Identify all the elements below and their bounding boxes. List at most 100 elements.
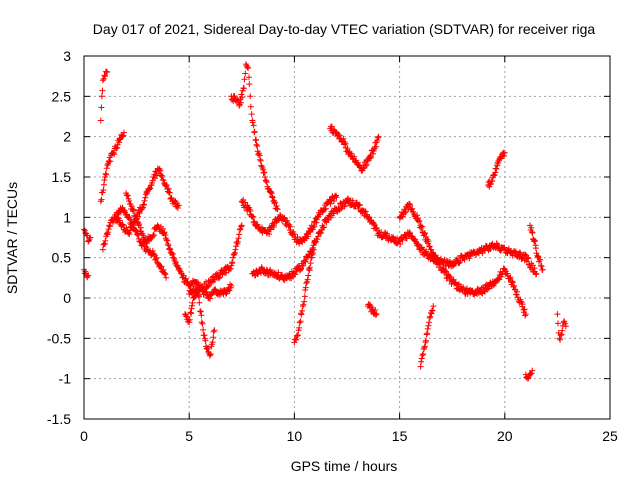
chart-title: Day 017 of 2021, Sidereal Day-to-day VTE… [93, 21, 596, 37]
data-point [229, 259, 236, 266]
data-point [495, 242, 502, 249]
series-arc-13 [291, 237, 319, 346]
y-axis-ticks: -1.5 -1 -0.5 0 0.5 1 1.5 2 2.5 3 [47, 48, 610, 427]
data-point [104, 229, 111, 236]
data-point [306, 264, 313, 271]
data-point [175, 202, 182, 209]
data-point [246, 81, 253, 88]
data-point [202, 337, 209, 344]
data-point [298, 311, 305, 318]
data-point [244, 64, 251, 71]
series-arc-09 [186, 222, 245, 298]
data-point [242, 70, 249, 77]
data-point [169, 250, 176, 257]
data-point [197, 308, 204, 315]
data-point [422, 230, 428, 236]
data-point [529, 229, 536, 236]
data-point [204, 283, 211, 290]
series-arc-22 [554, 311, 569, 343]
data-point [368, 154, 375, 161]
data-point [418, 223, 425, 230]
data-point [399, 213, 406, 220]
data-point [416, 217, 423, 224]
data-point [170, 254, 177, 261]
data-point [418, 245, 425, 252]
data-point [103, 171, 110, 178]
data-point [158, 263, 165, 270]
data-point [85, 237, 92, 244]
data-point [528, 229, 535, 235]
data-point [417, 222, 424, 229]
data-point [556, 335, 563, 342]
data-point [164, 237, 171, 244]
data-point [260, 169, 267, 176]
data-point [411, 237, 418, 244]
data-point [292, 271, 299, 278]
series-arc-18 [417, 303, 437, 370]
data-point [239, 94, 246, 101]
data-point [100, 187, 107, 193]
data-point [98, 93, 105, 100]
data-point [531, 237, 538, 244]
data-point [533, 270, 540, 277]
data-point [85, 272, 92, 279]
data-point [267, 226, 274, 233]
data-point [210, 328, 217, 335]
data-point [418, 358, 425, 365]
data-point [101, 177, 108, 183]
data-point [110, 149, 117, 156]
data-point [172, 259, 179, 266]
data-point [493, 165, 500, 172]
series-arc-14 [327, 123, 382, 174]
data-point [99, 246, 106, 253]
data-point [310, 224, 317, 231]
data-point [151, 232, 157, 239]
data-point [116, 217, 123, 224]
data-point [538, 263, 545, 270]
data-point [423, 248, 430, 255]
data-point [362, 162, 369, 169]
data-point [305, 272, 312, 279]
data-point [234, 238, 241, 245]
data-point [130, 206, 137, 213]
data-point [99, 87, 106, 94]
data-point [266, 231, 273, 238]
data-point [303, 280, 310, 287]
data-point [263, 177, 269, 184]
data-point [238, 198, 245, 205]
y-tick-label: 0 [63, 290, 71, 306]
data-point [247, 93, 254, 100]
data-point [269, 194, 276, 201]
data-point [163, 236, 170, 243]
data-point [104, 162, 111, 169]
data-point [302, 284, 309, 291]
data-point [433, 254, 440, 261]
data-point [375, 134, 381, 141]
data-point [425, 322, 432, 329]
data-point [136, 221, 143, 228]
series-arc-05 [99, 204, 170, 281]
series-arc-15 [365, 301, 380, 318]
data-point [426, 243, 433, 250]
data-point [333, 194, 340, 201]
data-point [106, 222, 113, 229]
y-tick-label: -1.5 [47, 411, 71, 427]
data-point [113, 145, 120, 152]
data-point [247, 208, 254, 214]
data-point [307, 260, 314, 267]
data-point [423, 337, 429, 344]
data-point [429, 307, 436, 314]
y-tick-label: -1 [59, 371, 72, 387]
data-point [397, 214, 403, 221]
data-point [121, 129, 127, 136]
data-point [107, 158, 114, 165]
data-point [142, 194, 149, 201]
data-point [183, 313, 190, 320]
data-point [446, 273, 453, 280]
data-point [539, 266, 546, 273]
data-point [320, 224, 327, 231]
data-point [126, 231, 133, 238]
data-point [301, 293, 308, 300]
data-point [519, 301, 526, 308]
grid-lines [84, 56, 610, 419]
